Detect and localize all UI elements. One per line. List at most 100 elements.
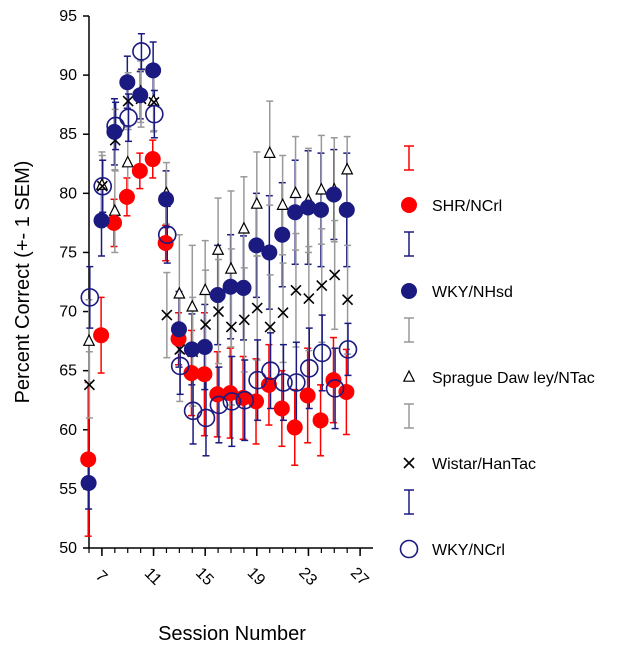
markers	[80, 42, 358, 491]
data-point	[338, 340, 358, 359]
data-point	[316, 279, 328, 292]
data-point	[222, 392, 242, 411]
data-point	[261, 244, 278, 261]
legend-marker-icon	[399, 539, 419, 559]
error-bar	[215, 366, 223, 444]
data-point	[144, 151, 161, 168]
y-tick-label: 60	[59, 422, 77, 439]
data-point	[235, 279, 252, 296]
data-point	[121, 155, 134, 168]
y-tick-label: 85	[59, 126, 77, 143]
data-point	[250, 196, 263, 209]
data-point	[93, 327, 110, 344]
data-point	[312, 412, 329, 429]
data-point	[158, 191, 175, 208]
data-point	[209, 395, 229, 415]
x-tick-label: 23	[295, 565, 320, 590]
data-point	[131, 162, 148, 179]
data-point	[277, 307, 289, 319]
y-tick-label: 90	[59, 67, 77, 84]
legend: SHR/NCrl WKY/NHsd Sprague Daw ley/NTac Wist…	[399, 145, 595, 559]
data-point	[287, 373, 306, 392]
data-point	[209, 287, 226, 304]
data-point	[248, 370, 267, 390]
error-bar	[331, 347, 339, 430]
x-axis-title: Session Number	[158, 623, 306, 645]
data-point	[300, 199, 317, 216]
data-point	[212, 305, 225, 318]
data-point	[145, 104, 164, 124]
data-point	[183, 341, 200, 358]
series-3-points	[83, 93, 354, 391]
data-point	[299, 387, 316, 404]
data-point	[82, 333, 96, 346]
error-bar	[86, 265, 94, 329]
data-point	[260, 376, 277, 393]
data-point	[274, 373, 293, 392]
data-point	[325, 379, 345, 398]
error-bar	[137, 32, 145, 70]
y-ticks: 50 55 60 65 70 75 80 85 90 95	[59, 8, 89, 557]
x-tick-label: 11	[141, 565, 165, 589]
data-point	[93, 212, 110, 229]
data-point	[329, 269, 341, 281]
axes: 50 55 60 65 70 75 80 85 90 95 7 11 15 19 23 27	[59, 8, 373, 589]
data-point	[342, 294, 354, 306]
data-point	[122, 95, 134, 107]
series-1-points	[80, 62, 355, 491]
legend-label: SHR/NCrl	[432, 198, 502, 215]
error-bars	[84, 32, 352, 537]
data-point	[119, 108, 138, 127]
data-point	[106, 116, 125, 136]
data-point	[80, 474, 97, 491]
series-0-points	[80, 151, 355, 468]
legend-marker-icon	[401, 283, 417, 299]
y-tick-label: 95	[59, 8, 77, 25]
data-point	[157, 225, 177, 245]
data-point	[200, 318, 212, 331]
error-bar	[267, 332, 275, 410]
x-ticks: 7 11 15 19 23 27	[88, 548, 372, 590]
data-point	[251, 302, 263, 314]
data-point	[248, 237, 265, 254]
data-point	[199, 282, 212, 296]
data-point	[225, 321, 237, 333]
data-point	[261, 361, 280, 380]
y-tick-label: 80	[59, 185, 77, 202]
data-point	[276, 197, 289, 210]
data-point	[315, 182, 328, 195]
data-point	[196, 366, 213, 383]
x-tick-label: 7	[92, 568, 110, 586]
data-point	[235, 390, 255, 410]
error-bar	[228, 355, 236, 448]
data-point	[186, 299, 199, 312]
data-point	[145, 62, 162, 79]
error-bar	[292, 341, 300, 424]
legend-label: WKY/NCrl	[432, 542, 505, 559]
data-point	[341, 162, 354, 175]
error-bar	[189, 377, 197, 445]
data-point	[338, 201, 355, 218]
data-point	[312, 201, 329, 218]
data-point	[132, 87, 149, 104]
legend-item: SHR/NCrl	[401, 145, 502, 215]
data-point	[237, 221, 251, 234]
error-bar	[344, 322, 352, 377]
data-point	[224, 261, 238, 274]
legend-marker-icon	[402, 369, 416, 382]
series-4-points	[80, 42, 358, 428]
legend-label: WKY/NHsd	[432, 284, 513, 301]
data-point	[263, 145, 276, 158]
data-point	[286, 419, 303, 436]
data-point	[173, 286, 186, 299]
data-point	[196, 408, 216, 428]
data-point	[303, 292, 315, 305]
data-point	[289, 186, 302, 199]
data-point	[264, 321, 276, 333]
data-point	[132, 42, 151, 61]
legend-marker-icon	[401, 197, 417, 213]
data-point	[274, 226, 291, 243]
data-point	[119, 74, 136, 91]
legend-marker-icon	[403, 457, 415, 469]
legend-item: Sprague Daw ley/NTac	[402, 317, 595, 387]
